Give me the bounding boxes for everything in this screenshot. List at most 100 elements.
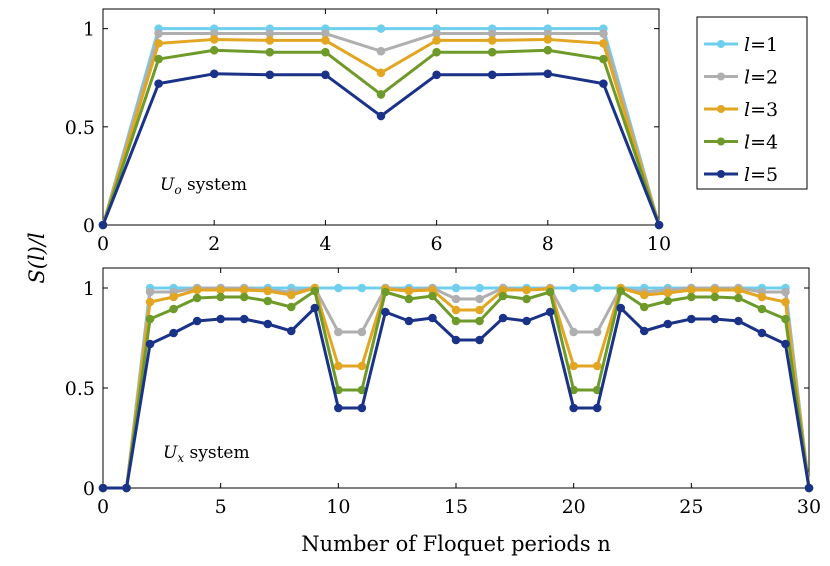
bottom-data-point-l2 [781,287,790,297]
top-data-point-l3 [321,36,330,45]
bottom-x-tick-label: 0 [97,496,109,518]
bottom-data-point-l3 [216,285,225,295]
bottom-data-point-l5 [663,319,673,329]
bottom-data-point-l5 [122,483,131,493]
bottom-data-point-l5 [216,314,225,324]
bottom-x-tick-label: 15 [444,496,468,518]
bottom-data-point-l5 [475,335,484,345]
bottom-data-point-l1 [592,283,602,293]
bottom-data-point-l1 [451,283,461,293]
top-data-point-l5 [654,220,664,230]
bottom-x-tick-label: 25 [679,496,703,518]
bottom-data-point-l3 [169,292,178,302]
bottom-data-point-l3 [710,285,720,295]
bottom-data-point-l4 [145,314,155,324]
bottom-y-tick-label: 1 [83,278,95,300]
bottom-data-point-l5 [734,316,743,326]
bottom-data-point-l5 [169,328,178,338]
bottom-data-point-l5 [639,326,649,336]
bottom-data-point-l5 [710,314,720,324]
bottom-data-point-l4 [639,302,649,312]
top-data-point-l5 [432,70,441,80]
bottom-x-tick-label: 30 [797,496,821,518]
bottom-data-point-l3 [734,285,743,295]
top-data-point-l2 [154,29,163,38]
bottom-data-point-l3 [569,361,578,371]
bottom-data-point-l1 [334,283,343,293]
top-data-point-l5 [376,111,386,121]
top-data-point-l3 [599,39,608,48]
top-series-group [98,24,664,230]
bottom-data-point-l3 [404,286,414,296]
top-x-tick-label: 2 [208,233,220,255]
bottom-data-point-l3 [192,285,202,295]
bottom-data-point-l5 [757,328,767,338]
top-x-tick-label: 6 [431,233,443,255]
bottom-data-point-l5 [310,303,320,313]
top-data-point-l4 [543,45,553,55]
top-data-point-l4 [265,47,275,57]
top-data-point-l5 [599,79,608,88]
top-data-point-l5 [98,220,108,230]
bottom-data-point-l2 [357,327,367,337]
bottom-data-point-l4 [428,291,437,301]
bottom-data-point-l5 [239,314,249,324]
legend-box [696,16,808,190]
top-data-point-l4 [599,54,608,64]
bottom-annotation: Ux system [163,443,250,465]
bottom-data-point-l3 [781,297,790,307]
bottom-data-point-l4 [734,293,743,303]
bottom-data-point-l3 [757,292,767,302]
legend-swatch-marker [717,40,725,48]
bottom-data-point-l4 [310,286,320,296]
top-data-point-l3 [432,36,441,45]
top-x-tick-label: 8 [542,233,554,255]
bottom-data-point-l5 [616,303,626,313]
top-data-point-l3 [487,36,497,45]
top-x-tick-label: 0 [97,233,109,255]
y-axis-label: S(l)/l [25,232,49,283]
bottom-data-point-l4 [451,316,461,326]
top-series-line-l1 [101,27,661,226]
top-panel: 0 2 4 6 8 10 0 0.5 1 Uo system [65,8,671,255]
top-data-point-l4 [209,45,219,55]
bottom-data-point-l4 [404,294,414,304]
bottom-data-point-l5 [498,313,508,323]
bottom-data-point-l5 [592,403,602,413]
bottom-data-point-l4 [545,287,555,297]
top-series-line-l3 [101,37,661,226]
bottom-data-point-l2 [475,294,484,304]
bottom-data-point-l4 [192,293,202,303]
bottom-data-point-l1 [357,283,367,293]
bottom-x-tick-label: 5 [215,496,227,518]
bottom-data-point-l5 [357,403,367,413]
legend-label: l=1 [744,34,778,56]
bottom-x-tick-label: 10 [326,496,350,518]
top-data-point-l3 [265,36,275,45]
bottom-data-point-l5 [545,307,555,317]
bottom-data-point-l5 [569,403,578,413]
bottom-series-group [98,283,814,493]
bottom-data-point-l3 [239,285,249,295]
legend-swatch-marker [717,72,725,81]
bottom-data-point-l2 [451,294,461,304]
bottom-data-point-l5 [404,316,414,326]
top-data-point-l5 [265,70,275,80]
bottom-data-point-l3 [334,361,343,371]
legend-label: l=4 [744,132,778,154]
bottom-data-point-l5 [334,403,343,413]
bottom-data-point-l5 [804,483,814,493]
top-data-point-l2 [599,29,608,38]
bottom-data-point-l3 [357,361,367,371]
top-data-point-l5 [154,79,163,88]
bottom-data-point-l4 [710,292,720,302]
x-axis-label: Number of Floquet periods n [301,532,611,556]
bottom-data-point-l4 [286,302,296,312]
bottom-data-point-l5 [781,339,790,349]
bottom-data-point-l1 [569,283,578,293]
bottom-data-point-l2 [569,327,578,337]
top-y-tick-label: 0 [83,215,95,237]
legend-label: l=5 [744,164,778,186]
top-data-point-l3 [543,35,553,44]
